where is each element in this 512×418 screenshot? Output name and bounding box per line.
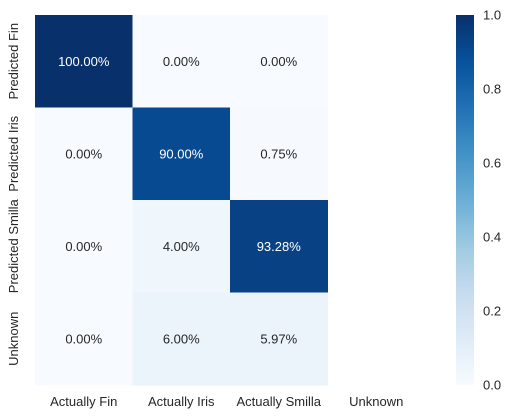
heatmap-cell (132, 292, 231, 386)
row-tick-label: Predicted Smilla (6, 199, 21, 294)
colorbar-gradient (456, 15, 474, 385)
heatmap-cell (230, 15, 328, 108)
heatmap-cell (35, 107, 133, 201)
cell-value-label: 90.00% (159, 146, 204, 161)
cell-value-label: 6.00% (163, 331, 200, 346)
column-tick-label: Actually Iris (148, 394, 215, 409)
cell-value-label: 0.00% (260, 54, 297, 69)
heatmap-cell (132, 15, 231, 108)
colorbar-tick-label: 0.6 (483, 156, 501, 171)
cell-value-label: 100.00% (58, 54, 110, 69)
colorbar-tick-label: 0.2 (483, 304, 501, 319)
colorbar: 0.0 0.2 0.4 0.6 0.8 1.0 (456, 8, 501, 393)
row-tick-label: Predicted Iris (6, 115, 21, 191)
cell-value-label: 0.00% (163, 54, 200, 69)
heatmap-cell (132, 107, 231, 201)
column-tick-label: Unknown (349, 394, 403, 409)
colorbar-tick-label: 1.0 (483, 8, 501, 23)
heatmap-cell (35, 200, 133, 293)
heatmap-cell (230, 107, 328, 201)
colorbar-tick-label: 0.4 (483, 230, 501, 245)
heatmap-cells: 100.00% 0.00% 0.00% 0.00% 90.00% 0.75% 0.00% 4.… (35, 15, 328, 386)
heatmap-cell (35, 15, 133, 108)
heatmap-cell (230, 292, 328, 386)
cell-value-label: 93.28% (257, 239, 302, 254)
cell-value-label: 5.97% (260, 331, 297, 346)
heatmap-cell (35, 292, 133, 386)
heatmap-cell (132, 200, 231, 293)
row-tick-label: Unknown (6, 312, 21, 366)
cell-value-label: 0.75% (260, 146, 297, 161)
row-tick-label: Predicted Fin (6, 23, 21, 100)
cell-value-label: 4.00% (163, 239, 200, 254)
cell-value-label: 0.00% (65, 239, 102, 254)
heatmap-cell (230, 200, 328, 293)
row-tick-labels: Predicted Fin Predicted Iris Predicted Smi… (6, 23, 21, 366)
colorbar-tick-label: 0.0 (483, 378, 501, 393)
cell-value-label: 0.00% (65, 146, 102, 161)
cell-value-label: 0.00% (65, 331, 102, 346)
colorbar-tick-label: 0.8 (483, 82, 501, 97)
column-tick-labels: Actually Fin Actually Iris Actually Smilla… (50, 394, 403, 409)
column-tick-label: Actually Fin (50, 394, 117, 409)
column-tick-label: Actually Smilla (236, 394, 321, 409)
